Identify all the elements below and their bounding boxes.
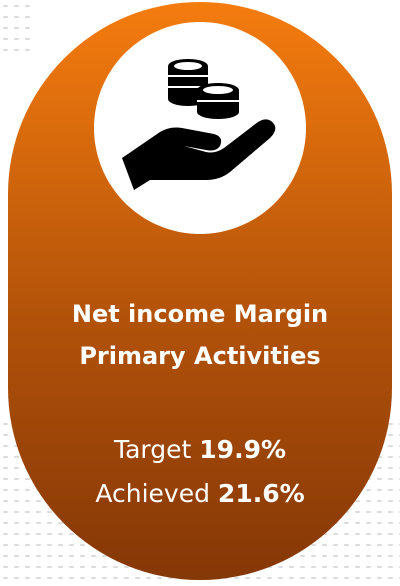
hand-coins-icon xyxy=(122,59,276,190)
achieved-metric: Achieved 21.6% xyxy=(95,479,304,508)
metric-value: 19.9% xyxy=(199,435,286,464)
hand xyxy=(122,119,276,190)
dot-pattern xyxy=(0,0,30,60)
title-line: Primary Activities xyxy=(79,342,320,370)
title-line: Net income Margin xyxy=(72,300,328,328)
target-metric: Target 19.9% xyxy=(113,435,286,464)
metric-label: Target xyxy=(113,435,192,464)
metric-label: Achieved xyxy=(95,479,210,508)
metric-value: 21.6% xyxy=(218,479,305,508)
coins xyxy=(168,59,239,119)
